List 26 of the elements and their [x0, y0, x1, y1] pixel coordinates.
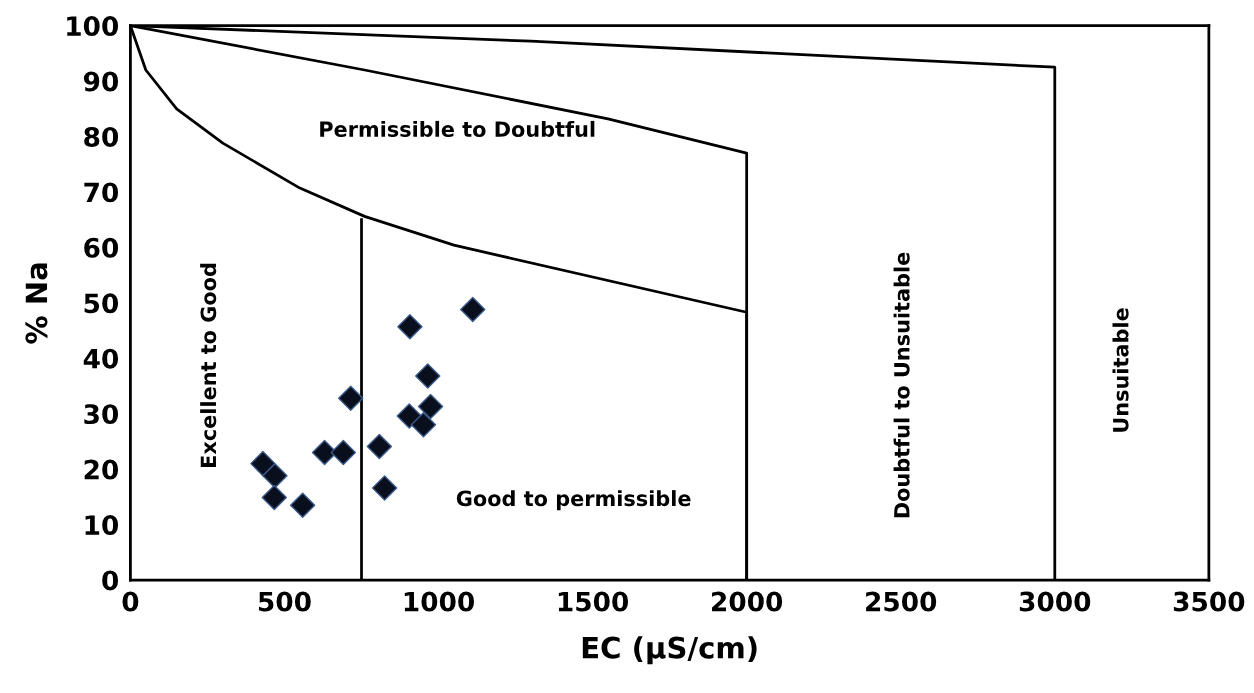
y-tick-label: 40 [83, 348, 119, 369]
x-tick-label: 1500 [558, 591, 629, 612]
y-tick-label: 20 [84, 459, 119, 480]
x-tick-label: 1000 [404, 591, 474, 612]
x-tick-label: 500 [258, 591, 311, 612]
annotation: Good to permissible [456, 490, 691, 511]
x-tick-label: 2500 [866, 591, 937, 612]
annotation: Permissible to Doubtful [320, 120, 595, 138]
y-tick-label: 100 [67, 16, 119, 37]
annotation: Excellent to Good [200, 263, 217, 467]
annotation: Unsuitable [1112, 308, 1129, 432]
y-tick-label: 60 [84, 237, 119, 258]
y-tick-label: 0 [102, 570, 119, 591]
annotation: Doubtful to Unsuitable [893, 252, 910, 518]
x-tick-label: 2000 [712, 591, 783, 612]
y-tick-label: 30 [84, 404, 119, 425]
y-tick-label: 70 [84, 182, 119, 203]
x-axis-title: EC (µS/cm) [582, 636, 757, 665]
y-tick-label: 80 [84, 126, 119, 147]
x-tick-label: 3000 [1019, 591, 1091, 612]
x-tick-label: 0 [122, 591, 139, 612]
x-tick-label: 3500 [1173, 591, 1245, 612]
y-tick-label: 50 [84, 293, 119, 314]
y-axis-title: % Na [25, 263, 48, 344]
y-tick-label: 10 [85, 515, 119, 535]
y-tick-label: 90 [83, 71, 119, 92]
